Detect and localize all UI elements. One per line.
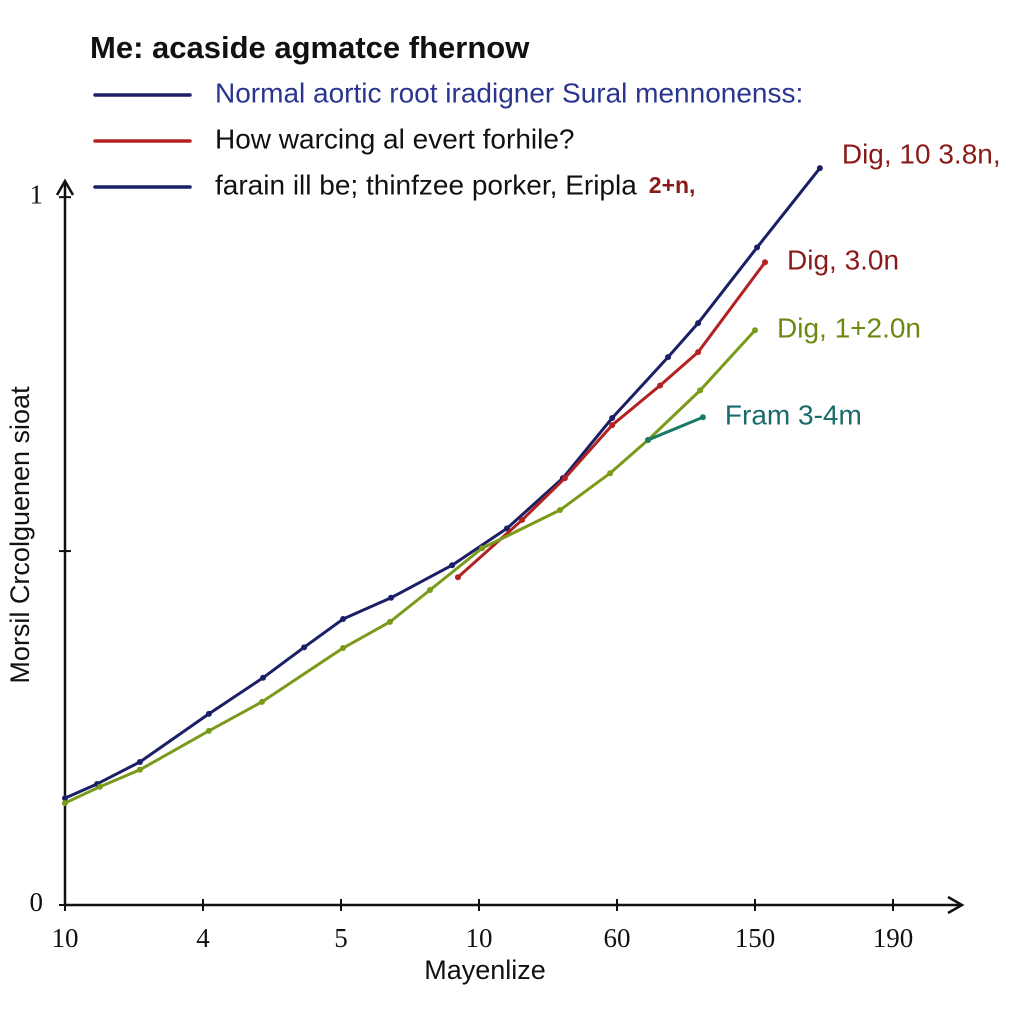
series-point (645, 436, 652, 443)
x-tick-label: 5 (334, 923, 348, 953)
series-end-label: Fram 3-4m (725, 400, 862, 431)
series-line (64, 329, 757, 805)
series-point (557, 507, 564, 514)
series-point (479, 545, 486, 552)
series-point (699, 414, 706, 421)
legend-tag: 2+n, (649, 172, 696, 198)
series-point (503, 525, 510, 532)
series-point (386, 618, 393, 625)
series-point (609, 422, 616, 429)
series-line (647, 415, 704, 442)
x-tick-label: 10 (466, 923, 493, 953)
series-end-label: Dig, 10 3.8n, (842, 139, 1001, 170)
series-point (609, 415, 616, 422)
series-point (695, 349, 702, 356)
series-point (205, 727, 212, 734)
series-end-label: Dig, 3.0n (787, 245, 899, 276)
y-tick-label: 1 (30, 179, 44, 209)
series-point (136, 759, 143, 766)
axes (55, 178, 965, 915)
series-point (96, 783, 103, 790)
series-point (561, 475, 568, 482)
series-point (697, 387, 704, 394)
series-point (519, 516, 526, 523)
series-point (752, 327, 758, 334)
series-point (762, 259, 769, 266)
y-tick-label: 0 (30, 887, 44, 917)
series-point (449, 562, 456, 569)
series-point (136, 766, 143, 773)
legend-label: farain ill be; thinfzee porker, Eripla (215, 169, 637, 200)
x-tick-label: 190 (873, 923, 914, 953)
series-point (816, 165, 823, 172)
series-point (260, 674, 267, 681)
series-point (301, 644, 308, 651)
chart-title: Me: acaside agmatce fhernow (90, 30, 530, 65)
series-point (62, 795, 68, 802)
series-point (258, 698, 265, 705)
x-tick-label: 150 (735, 923, 776, 953)
series-point (754, 244, 761, 251)
x-axis-arrow (947, 895, 965, 915)
series-point (205, 710, 212, 717)
x-axis-label: Mayenlize (424, 955, 546, 985)
x-tick-label: 4 (196, 923, 210, 953)
y-axis-label: Morsil Crcolguenen sioat (5, 386, 35, 684)
x-tick-label: 60 (604, 923, 631, 953)
series-point (695, 320, 702, 327)
series-point (657, 382, 664, 389)
y-axis-arrow (55, 178, 75, 196)
series-point (665, 354, 672, 361)
series-point (340, 616, 347, 623)
series-point (454, 574, 461, 581)
series-point (427, 587, 434, 594)
legend-label: How warcing al evert forhile? (215, 123, 575, 154)
series-point (340, 645, 347, 652)
series-point (607, 470, 614, 477)
series-point (388, 594, 395, 601)
legend-label: Normal aortic root iradigner Sural menno… (215, 77, 803, 108)
x-tick-label: 10 (52, 923, 79, 953)
series-end-label: Dig, 1+2.0n (777, 313, 921, 344)
series-point (62, 800, 68, 807)
series-line (64, 167, 822, 800)
